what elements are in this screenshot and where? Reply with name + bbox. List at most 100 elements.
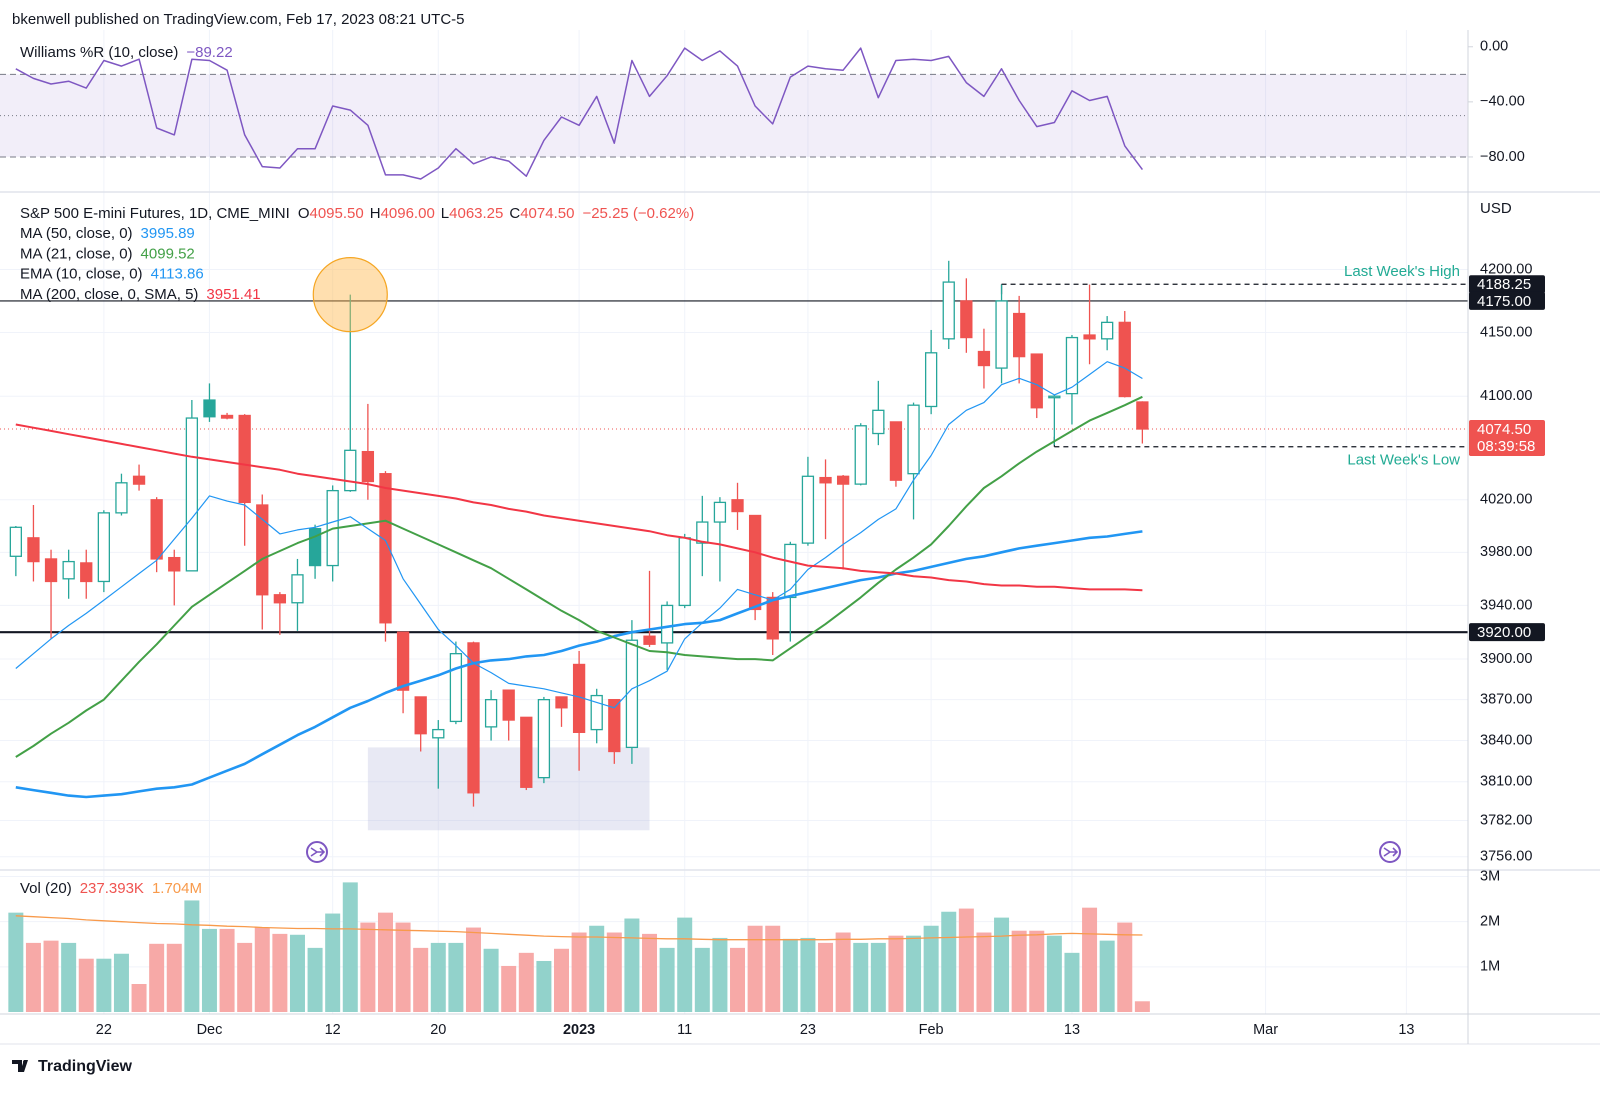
- volume-bar: [853, 942, 869, 1012]
- volume-bar: [483, 948, 499, 1012]
- line-name: EMA (10, close, 0): [20, 266, 143, 283]
- line-value: 3995.89: [141, 225, 195, 242]
- candle-body: [1013, 312, 1026, 358]
- volume-bar: [677, 917, 693, 1012]
- candle-body: [977, 350, 991, 367]
- footer: TradingView: [38, 1058, 133, 1075]
- logo: [12, 1060, 28, 1072]
- last-price-tag: [1469, 419, 1545, 456]
- volume-bar: [976, 932, 992, 1012]
- change: −25.25 (−0.62%): [582, 205, 694, 222]
- volume-title: Vol (20): [20, 880, 72, 897]
- y-tick-label: 4100.00: [1480, 388, 1532, 404]
- volume-bar: [413, 947, 429, 1012]
- candle-body: [9, 526, 22, 557]
- volume-bar: [1117, 922, 1133, 1012]
- x-tick-label: 13: [1064, 1022, 1080, 1038]
- volume-bar: [1046, 935, 1062, 1012]
- volume-bar: [994, 917, 1010, 1012]
- volume-bar: [888, 935, 904, 1012]
- candle-body: [537, 698, 551, 779]
- williams-legend: Williams %R (10, close) −89.22: [20, 44, 233, 61]
- candle-body: [1083, 334, 1096, 340]
- x-tick-label: 2023: [563, 1022, 595, 1038]
- highlight-box: [367, 747, 650, 831]
- line: [15, 530, 1143, 799]
- candle-body: [1030, 353, 1043, 409]
- candle-body: [44, 558, 58, 583]
- jump-icon[interactable]: [306, 841, 328, 863]
- candle-body: [238, 414, 251, 504]
- volume-bar: [96, 958, 112, 1012]
- candle-body: [414, 696, 427, 735]
- volume-bar: [518, 952, 534, 1012]
- ohlc-value: 4074.50: [520, 205, 574, 222]
- candle-body: [889, 421, 903, 481]
- line-value: 4113.86: [151, 266, 204, 283]
- candle-body: [256, 504, 269, 596]
- x-tick-label: 22: [96, 1022, 112, 1038]
- candle-body: [625, 639, 639, 749]
- volume-bar: [1064, 952, 1080, 1012]
- candle-body: [1136, 401, 1149, 430]
- candle-body: [748, 514, 762, 611]
- y-tick-label: 1M: [1480, 959, 1500, 975]
- candle-body: [80, 562, 93, 583]
- candle-body: [819, 476, 832, 484]
- volume-bar: [201, 928, 217, 1012]
- line-legend: MA (50, close, 0) 3995.89: [20, 225, 195, 242]
- main-legend: S&P 500 E-mini Futures, 1D, CME_MINI O409…: [20, 205, 694, 222]
- candle-body: [132, 475, 146, 485]
- candle-body: [995, 300, 1008, 369]
- candle-body: [97, 512, 111, 583]
- line: [15, 423, 1143, 592]
- volume-bar: [395, 922, 411, 1012]
- volume-bar: [554, 948, 570, 1012]
- x-tick-label: Feb: [919, 1022, 944, 1038]
- volume-bar: [149, 943, 165, 1012]
- candle-body: [27, 537, 40, 563]
- y-tick-label: 3980.00: [1480, 544, 1532, 560]
- candle-body: [836, 475, 850, 485]
- candle-body: [696, 521, 709, 544]
- y-tick-label: 3M: [1480, 868, 1500, 884]
- volume-bar: [624, 918, 640, 1012]
- volume-bar: [1029, 930, 1045, 1012]
- candle-body: [1065, 336, 1079, 395]
- volume-bar: [219, 928, 235, 1012]
- candle-body: [185, 417, 199, 572]
- line-name: MA (50, close, 0): [20, 225, 133, 242]
- candle-body: [449, 653, 463, 723]
- candle-body: [1101, 321, 1114, 340]
- volume-bar: [78, 958, 94, 1012]
- volume-bar: [571, 932, 587, 1012]
- x-tick-label: 11: [677, 1022, 692, 1038]
- ohlc-key: C: [509, 205, 520, 222]
- candle-body: [942, 281, 955, 340]
- line-legend: MA (21, close, 0) 4099.52: [20, 245, 195, 262]
- volume-bar: [906, 935, 922, 1012]
- candle-body: [396, 631, 410, 691]
- line: [15, 915, 1143, 941]
- volume-bar: [782, 938, 798, 1012]
- candle-body: [520, 716, 533, 788]
- volume-bar: [289, 934, 305, 1012]
- volume-bar: [8, 912, 24, 1012]
- candle-body: [432, 728, 445, 739]
- level-annotation: Last Week's Low: [1347, 452, 1460, 469]
- volume-value: 237.393K: [80, 880, 144, 897]
- line: [15, 395, 1143, 758]
- volume-bar: [360, 922, 376, 1012]
- volume-bar: [800, 937, 816, 1012]
- volume-bar: [870, 942, 886, 1012]
- countdown: 08:39:58: [1477, 438, 1535, 455]
- jump-icon[interactable]: [1379, 841, 1401, 863]
- y-tick-label: 3900.00: [1480, 651, 1532, 667]
- candle-body: [203, 399, 216, 418]
- volume-bar: [941, 911, 957, 1012]
- candle-body: [801, 475, 815, 544]
- last-price-label: 4074.50: [1477, 421, 1531, 438]
- line-legend: MA (200, close, 0, SMA, 5) 3951.41: [20, 286, 261, 303]
- volume-bar: [1082, 907, 1098, 1012]
